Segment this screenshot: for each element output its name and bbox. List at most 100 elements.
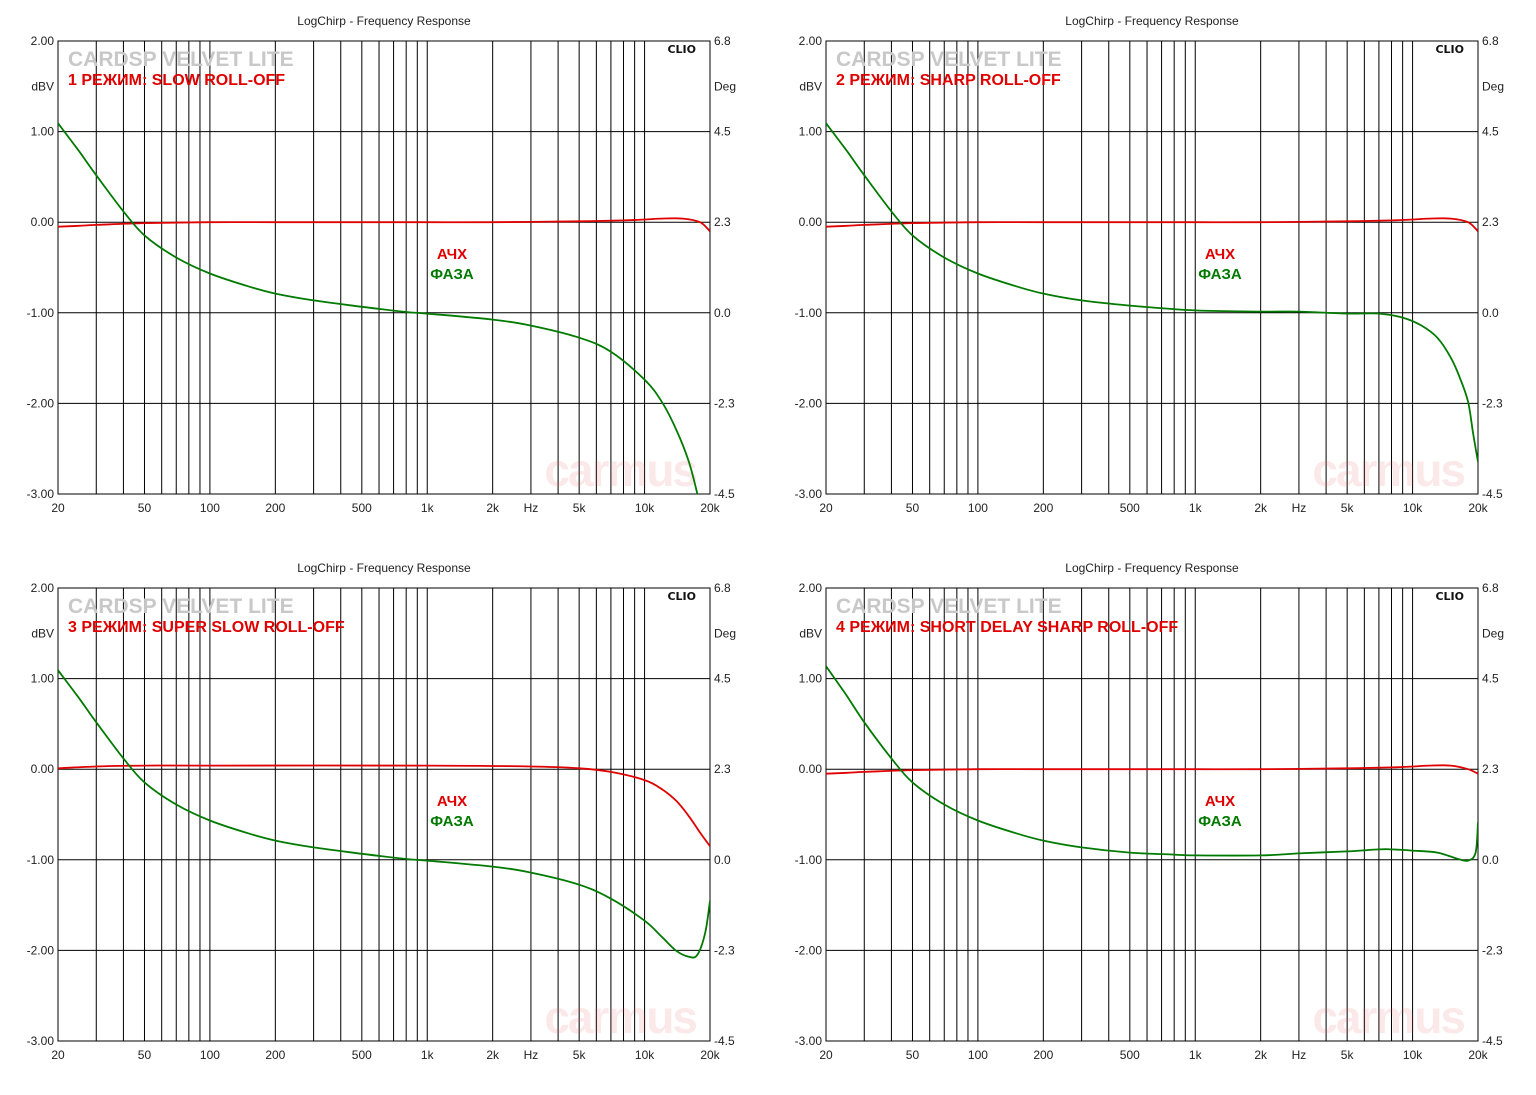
brand-heading: CARDSP VELVET LITE — [68, 595, 294, 618]
watermark: carmus — [544, 444, 696, 496]
plot-frame — [825, 587, 1479, 1042]
series-phase-line — [58, 122, 699, 495]
y-axis-label: dBV — [31, 79, 54, 93]
legend-phase: ФАЗА — [430, 813, 474, 830]
series-ach-line — [58, 217, 710, 232]
y2-tick-label: 0.0 — [714, 306, 731, 320]
chart-panel-2: LogChirp - Frequency Response 2.00 1.00 0.0… — [795, 14, 1504, 515]
x-tick-label: 10k — [1403, 1048, 1423, 1062]
x-tick-label: 20k — [700, 1048, 720, 1062]
y-tick-label: -2.00 — [27, 943, 55, 957]
clio-badge: CLIO — [1435, 590, 1464, 603]
x-tick-label: 2k — [486, 1048, 500, 1062]
series-phase-line — [58, 669, 710, 959]
x-tick-label: 100 — [200, 1048, 220, 1062]
x-tick-label: 100 — [968, 1048, 988, 1062]
x-tick-label: 1k — [421, 1048, 435, 1062]
x-axis-unit: Hz — [1292, 501, 1307, 515]
y2-tick-label: -4.5 — [1482, 487, 1503, 501]
clio-badge: CLIO — [1435, 43, 1464, 56]
watermark: carmus — [1312, 444, 1464, 496]
y-tick-label: 1.00 — [799, 125, 823, 139]
brand-heading: CARDSP VELVET LITE — [836, 595, 1062, 618]
mode-heading: 4 РЕЖИМ: SHORT DELAY SHARP ROLL-OFF — [836, 619, 1178, 636]
y-axis-label: dBV — [799, 626, 822, 640]
y-tick-label: -2.00 — [795, 396, 823, 410]
y2-tick-label: 4.5 — [1482, 672, 1499, 686]
x-tick-label: 10k — [635, 1048, 655, 1062]
legend-phase: ФАЗА — [430, 266, 474, 283]
y-tick-label: -3.00 — [795, 487, 823, 501]
clio-badge: CLIO — [667, 590, 696, 603]
x-tick-label: 200 — [1033, 501, 1053, 515]
y2-tick-label: 0.0 — [1482, 306, 1499, 320]
plot-frame — [57, 587, 711, 1042]
y2-tick-label: 6.8 — [1482, 581, 1499, 595]
series-ach-line — [826, 764, 1478, 775]
series-phase-line — [826, 665, 1478, 862]
x-tick-label: 500 — [1120, 501, 1140, 515]
y-tick-label: 0.00 — [799, 762, 823, 776]
x-tick-label: 5k — [1341, 501, 1355, 515]
y-tick-label: 2.00 — [799, 581, 823, 595]
legend-ach: АЧХ — [437, 246, 467, 263]
x-tick-label: 5k — [573, 1048, 587, 1062]
y2-tick-label: 4.5 — [714, 125, 731, 139]
x-tick-label: 5k — [1341, 1048, 1355, 1062]
x-tick-label: 1k — [1189, 501, 1203, 515]
y-tick-label: 0.00 — [31, 215, 55, 229]
watermark: carmus — [544, 991, 696, 1043]
y2-tick-label: -2.3 — [714, 943, 735, 957]
x-tick-label: 100 — [968, 501, 988, 515]
legend-phase: ФАЗА — [1198, 266, 1242, 283]
clio-badge: CLIO — [667, 43, 696, 56]
y-tick-label: -1.00 — [795, 306, 823, 320]
y2-tick-label: 2.3 — [1482, 215, 1499, 229]
x-tick-label: 50 — [906, 501, 920, 515]
y2-tick-label: 4.5 — [714, 672, 731, 686]
y2-tick-label: -2.3 — [1482, 396, 1503, 410]
x-tick-label: 200 — [265, 501, 285, 515]
chart-title: LogChirp - Frequency Response — [1065, 561, 1239, 575]
legend-phase: ФАЗА — [1198, 813, 1242, 830]
y-tick-label: -2.00 — [27, 396, 55, 410]
x-axis-unit: Hz — [1292, 1048, 1307, 1062]
series-ach-line — [58, 764, 710, 847]
x-tick-label: 20 — [819, 501, 833, 515]
plot-frame — [825, 40, 1479, 495]
y2-tick-label: 2.3 — [1482, 762, 1499, 776]
y-axis-label: dBV — [31, 626, 54, 640]
brand-heading: CARDSP VELVET LITE — [68, 48, 294, 71]
series-phase-line — [826, 122, 1478, 463]
x-tick-label: 500 — [352, 1048, 372, 1062]
mode-heading: 1 РЕЖИМ: SLOW ROLL-OFF — [68, 72, 285, 89]
x-tick-label: 1k — [1189, 1048, 1203, 1062]
x-tick-label: 5k — [573, 501, 587, 515]
x-tick-label: 200 — [1033, 1048, 1053, 1062]
x-tick-label: 50 — [138, 501, 152, 515]
x-tick-label: 10k — [635, 501, 655, 515]
y2-tick-label: -4.5 — [714, 1034, 735, 1048]
chart-panel-4: LogChirp - Frequency Response 2.00 1.00 0.0… — [795, 561, 1504, 1062]
mode-heading: 2 РЕЖИМ: SHARP ROLL-OFF — [836, 72, 1061, 89]
series-ach-line — [826, 217, 1478, 232]
x-tick-label: 20k — [700, 501, 720, 515]
y2-axis-label: Deg — [714, 79, 736, 93]
x-tick-label: 2k — [1254, 501, 1268, 515]
chart-title: LogChirp - Frequency Response — [1065, 14, 1239, 28]
y-tick-label: 2.00 — [799, 34, 823, 48]
y2-tick-label: 6.8 — [714, 581, 731, 595]
y-tick-label: 1.00 — [799, 672, 823, 686]
x-tick-label: 2k — [1254, 1048, 1268, 1062]
chart-panel-3: LogChirp - Frequency Response 2.00 1.00 0.0… — [27, 561, 736, 1062]
y-tick-label: 0.00 — [31, 762, 55, 776]
y-tick-label: -3.00 — [27, 487, 55, 501]
y2-tick-label: 6.8 — [714, 34, 731, 48]
legend-ach: АЧХ — [1205, 793, 1235, 810]
x-tick-label: 20k — [1468, 501, 1488, 515]
x-tick-label: 20 — [51, 501, 65, 515]
x-tick-label: 20 — [51, 1048, 65, 1062]
plot-frame — [57, 40, 711, 495]
x-tick-label: 50 — [906, 1048, 920, 1062]
y-axis-label: dBV — [799, 79, 822, 93]
